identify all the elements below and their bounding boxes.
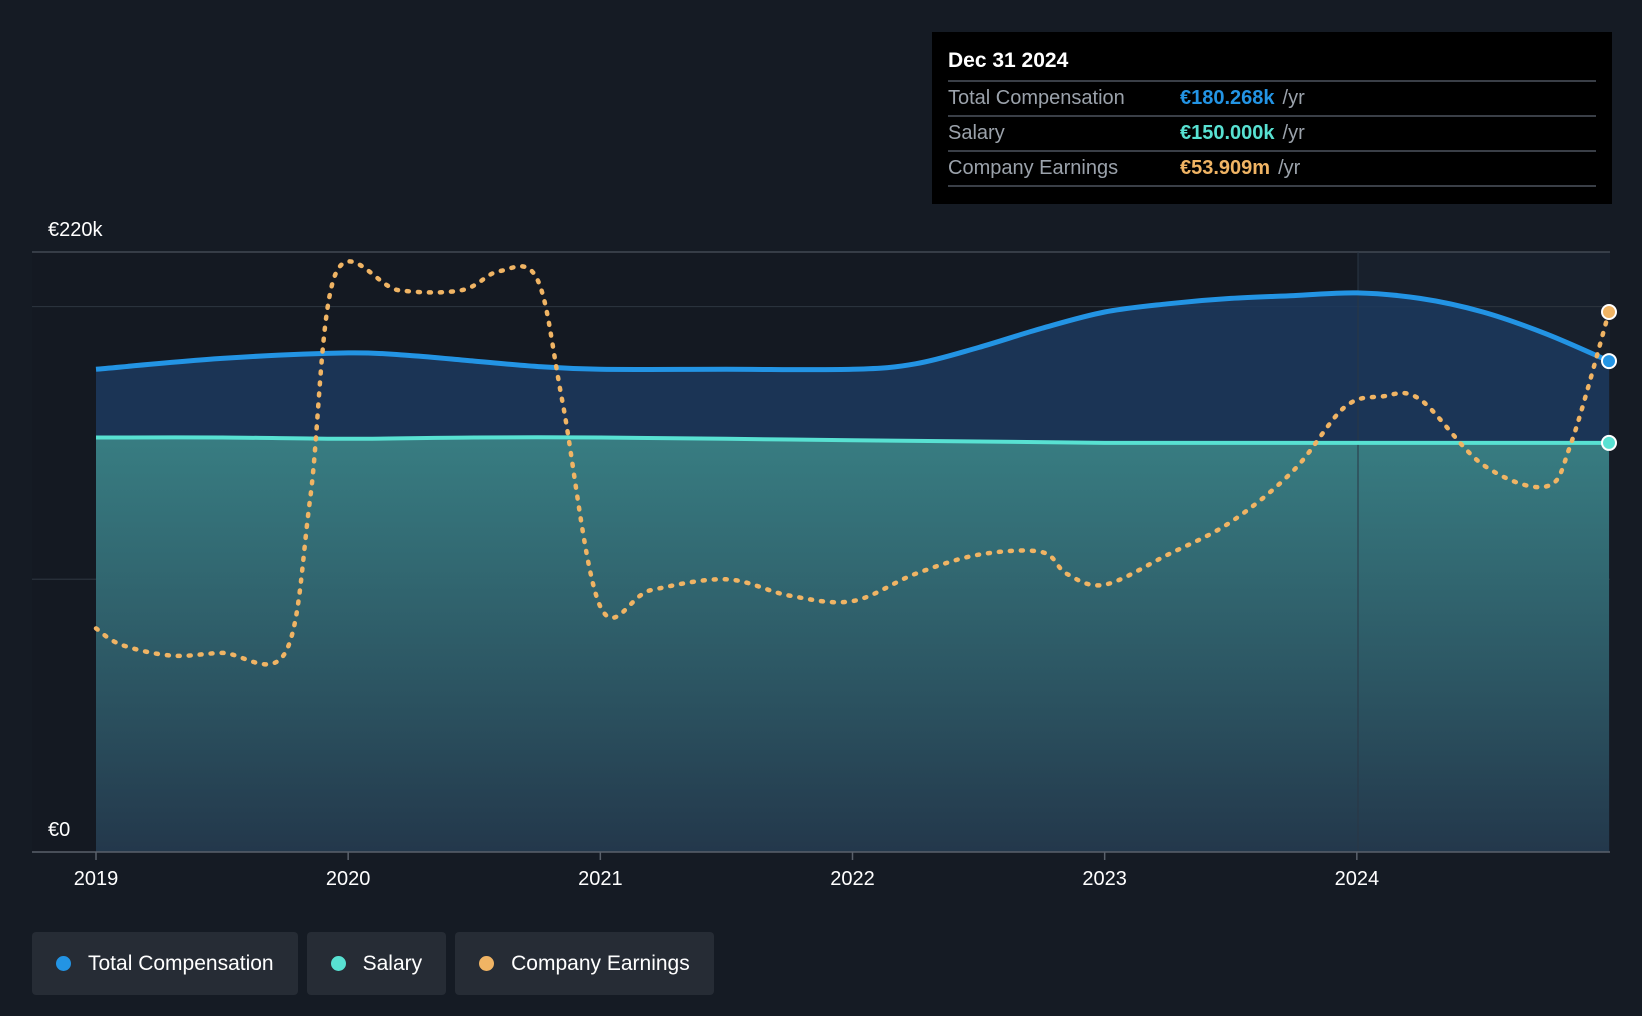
legend-label: Total Compensation [88, 951, 274, 975]
tooltip-unit: /yr [1282, 122, 1305, 144]
series-end-marker [1601, 353, 1617, 370]
x-tick-label: 2022 [830, 868, 875, 890]
legend-dot-icon [479, 956, 495, 971]
tooltip-date: Dec 31 2024 [948, 46, 1596, 82]
total-compensation-line [95, 290, 1611, 373]
y-tick-label-bottom: €0 [48, 819, 70, 841]
company-earnings-line [93, 259, 1612, 667]
tooltip-row-company-earnings: Company Earnings €53.909m /yr [948, 152, 1596, 187]
tooltip-label: Company Earnings [948, 157, 1119, 179]
legend: Total Compensation Salary Company Earnin… [32, 932, 723, 995]
x-tick-label: 2021 [578, 868, 623, 890]
tooltip-unit: /yr [1278, 157, 1301, 179]
salary-line [95, 435, 1609, 445]
legend-label: Company Earnings [511, 951, 690, 975]
legend-dot-icon [56, 956, 71, 971]
tooltip-row-total-compensation: Total Compensation €180.268k /yr [948, 82, 1596, 117]
y-tick-label-top: €220k [48, 219, 103, 241]
tooltip-unit: /yr [1282, 87, 1305, 109]
legend-item-total-compensation[interactable]: Total Compensation [32, 932, 298, 995]
x-tick-label: 2023 [1082, 868, 1127, 890]
tooltip-label: Salary [948, 122, 1005, 144]
tooltip-value: €180.268k [1180, 87, 1275, 109]
tooltip-label: Total Compensation [948, 87, 1125, 109]
legend-dot-icon [330, 956, 346, 971]
legend-label: Salary [362, 951, 423, 975]
tooltip-row-salary: Salary €150.000k /yr [948, 117, 1596, 152]
tooltip: Dec 31 2024 Total Compensation €180.268k… [932, 32, 1612, 204]
tooltip-value: €150.000k [1180, 122, 1275, 144]
legend-item-salary[interactable]: Salary [306, 932, 447, 995]
legend-item-company-earnings[interactable]: Company Earnings [455, 932, 714, 995]
x-tick-label: 2019 [74, 868, 119, 890]
series-end-marker [1601, 304, 1617, 320]
series-end-marker [1601, 434, 1617, 451]
x-tick-label: 2020 [326, 868, 371, 890]
salary-area [96, 437, 1609, 852]
tooltip-value: €53.909m [1180, 157, 1271, 179]
x-tick-label: 2024 [1335, 868, 1380, 890]
